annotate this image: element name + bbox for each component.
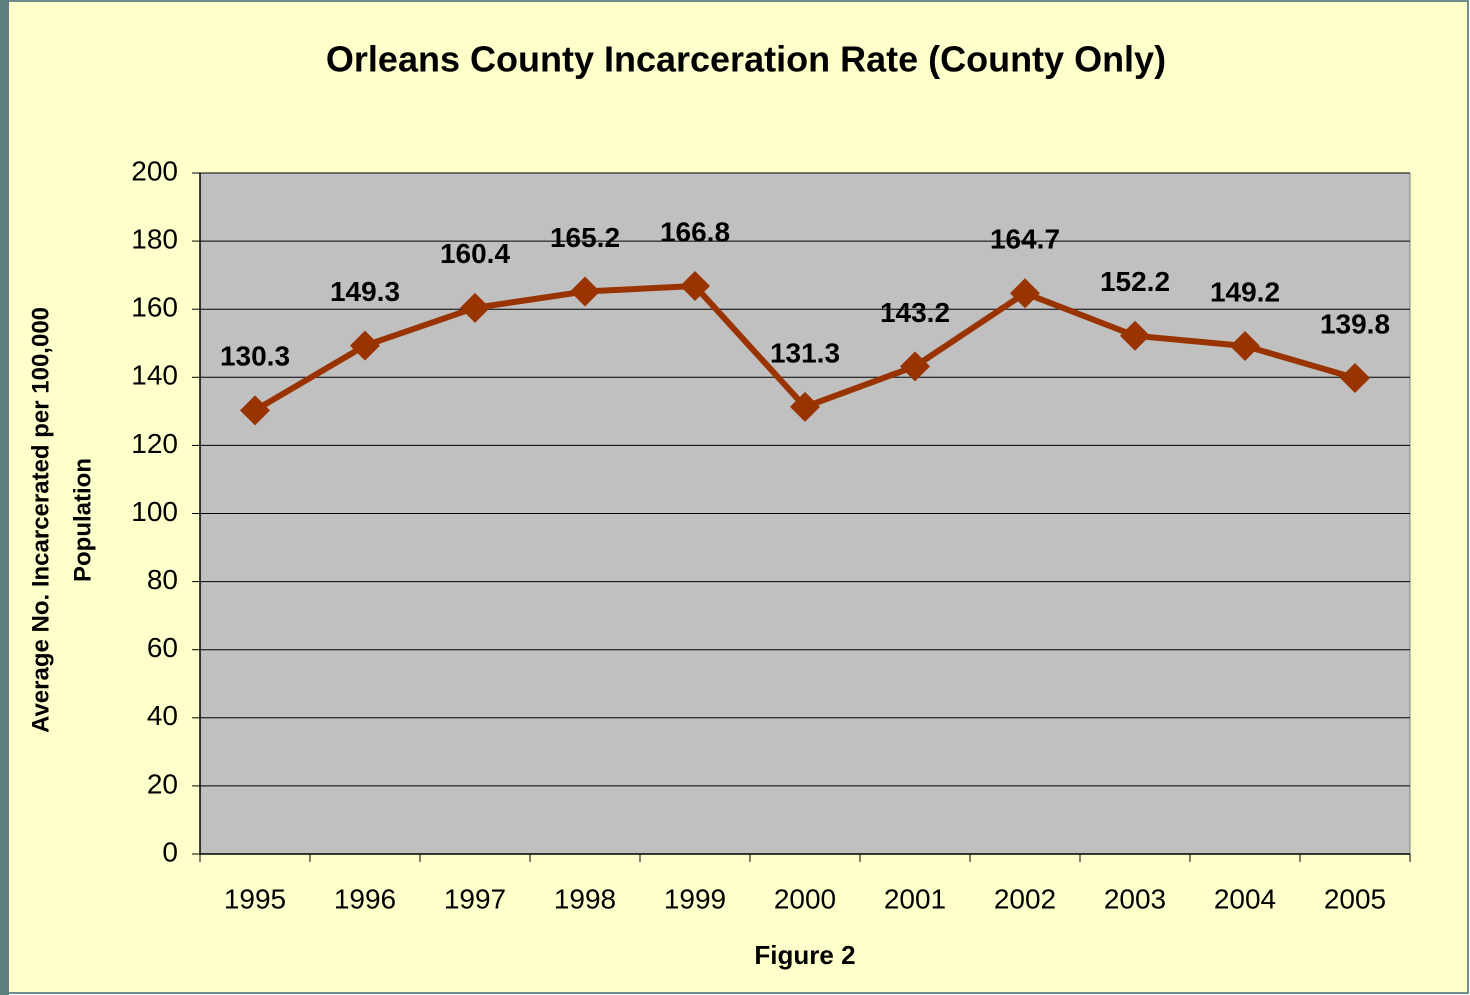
x-tick-label: 1998 xyxy=(554,883,616,914)
x-tick-label: 2000 xyxy=(774,883,836,914)
y-tick-label: 40 xyxy=(147,700,178,731)
data-label: 143.2 xyxy=(880,297,950,328)
y-axis-title: Average No. Incarcerated per 100,000 Pop… xyxy=(27,307,96,733)
x-tick-label: 2001 xyxy=(884,883,946,914)
y-tick-label: 60 xyxy=(147,632,178,663)
x-tick-label: 1997 xyxy=(444,883,506,914)
data-marker xyxy=(1010,278,1040,309)
data-marker xyxy=(1230,330,1260,361)
y-tick-label: 140 xyxy=(131,360,178,391)
x-tick-label: 2003 xyxy=(1104,883,1166,914)
data-label: 131.3 xyxy=(770,337,840,368)
x-tick-label: 1996 xyxy=(334,883,396,914)
y-axis-title-line: Population xyxy=(69,458,96,582)
data-label: 165.2 xyxy=(550,222,620,253)
y-tick-label: 200 xyxy=(131,155,178,186)
chart-title: Orleans County Incarceration Rate (Count… xyxy=(326,39,1166,80)
data-marker xyxy=(240,395,270,426)
data-label: 160.4 xyxy=(440,238,510,269)
x-tick-label: 2002 xyxy=(994,883,1056,914)
data-marker xyxy=(900,351,930,382)
data-marker xyxy=(460,292,490,323)
y-tick-label: 160 xyxy=(131,292,178,323)
x-tick-label: 1999 xyxy=(664,883,726,914)
data-marker xyxy=(1340,362,1370,393)
data-marker xyxy=(350,330,380,361)
data-label: 139.8 xyxy=(1320,308,1390,339)
y-tick-label: 120 xyxy=(131,428,178,459)
x-tick-label: 2005 xyxy=(1324,883,1386,914)
data-marker xyxy=(570,276,600,307)
y-tick-label: 0 xyxy=(162,836,178,867)
frame-edge xyxy=(0,0,9,995)
y-tick-label: 80 xyxy=(147,564,178,595)
y-tick-label: 100 xyxy=(131,496,178,527)
x-tick-label: 2004 xyxy=(1214,883,1276,914)
y-tick-label: 180 xyxy=(131,223,178,254)
data-label: 166.8 xyxy=(660,216,730,247)
y-tick-label: 20 xyxy=(147,768,178,799)
data-label: 164.7 xyxy=(990,224,1060,255)
x-tick-label: 1995 xyxy=(224,883,286,914)
data-marker xyxy=(790,391,820,422)
data-label: 149.2 xyxy=(1210,276,1280,307)
data-marker xyxy=(680,271,710,302)
data-label: 149.3 xyxy=(330,276,400,307)
data-label: 152.2 xyxy=(1100,266,1170,297)
y-axis-title-line: Average No. Incarcerated per 100,000 xyxy=(27,307,54,733)
data-label: 130.3 xyxy=(220,341,290,372)
data-marker xyxy=(1120,320,1150,351)
x-axis-title: Figure 2 xyxy=(754,940,855,970)
